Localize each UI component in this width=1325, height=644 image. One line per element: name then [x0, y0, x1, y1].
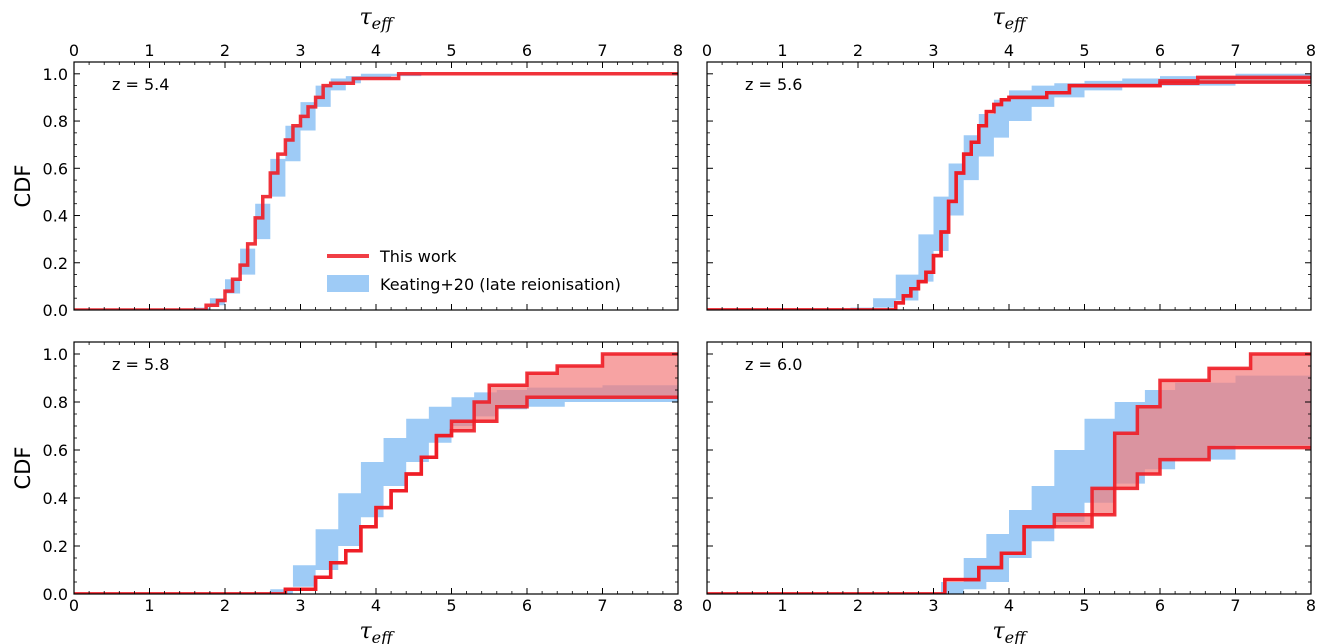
- this-work-line-top-left-0: [74, 72, 678, 310]
- x-axis-title-top: τeff: [360, 5, 396, 33]
- x-tick-label: 0: [702, 596, 712, 615]
- x-tick-label: 2: [220, 596, 230, 615]
- panel-bottom-right: 0 1 2 3 4 5 6 7 8 z = 6.0 τeff: [702, 341, 1316, 644]
- keating-band-bottom-left: [74, 385, 678, 594]
- x-axis-title: τeff: [360, 619, 396, 644]
- plot-area: [74, 352, 678, 594]
- x-tick-label-top: 4: [371, 41, 381, 60]
- x-tick-label-top: 1: [777, 41, 787, 60]
- panel-bottom-left: 0 1 2 3 4 5 6 7 8 0.0 0.2 0.4 0.6 0.8 1.0 z = 5.8 τeff CD…: [11, 341, 683, 644]
- x-tick-label-top: 0: [702, 41, 712, 60]
- x-tick-label: 3: [295, 596, 305, 615]
- x-tick-label-top: 8: [1306, 41, 1316, 60]
- keating-band-top-right: [707, 73, 1311, 310]
- y-tick-label: 0.0: [43, 585, 68, 604]
- x-tick-label-top: 6: [522, 41, 532, 60]
- redshift-annotation: z = 5.4: [112, 75, 169, 94]
- redshift-annotation: z = 5.8: [112, 355, 169, 374]
- x-tick-label: 4: [371, 596, 381, 615]
- x-tick-label: 5: [446, 596, 456, 615]
- x-tick-label-top: 7: [597, 41, 607, 60]
- y-tick-label: 0.0: [43, 301, 68, 320]
- y-axis-title: CDF: [11, 165, 35, 208]
- x-tick-label-top: 1: [144, 41, 154, 60]
- panel-top-left: 0 1 2 3 4 5 6 7 8 0.0 0.2 0.4 0.6 0.8 1.0 z = 5.4 τeff CD…: [11, 5, 683, 320]
- y-tick-label: 1.0: [43, 65, 68, 84]
- y-tick-label: 0.4: [43, 489, 68, 508]
- y-tick-label: 0.2: [43, 537, 68, 556]
- x-tick-label: 4: [1004, 596, 1014, 615]
- x-tick-label: 0: [69, 596, 79, 615]
- this-work-line-bottom-left-1: [74, 395, 678, 594]
- x-tick-label-top: 2: [853, 41, 863, 60]
- x-tick-label-top: 3: [928, 41, 938, 60]
- x-tick-label: 7: [1230, 596, 1240, 615]
- x-tick-label: 3: [928, 596, 938, 615]
- x-tick-label-top: 6: [1155, 41, 1165, 60]
- y-axis-title: CDF: [11, 447, 35, 490]
- x-tick-label: 6: [1155, 596, 1165, 615]
- plot-area: [707, 73, 1311, 310]
- x-tick-label: 1: [777, 596, 787, 615]
- legend: This work Keating+20 (late reionisation): [327, 247, 621, 294]
- x-tick-label-top: 7: [1230, 41, 1240, 60]
- this-work-line-top-right-1: [707, 80, 1311, 310]
- x-tick-label-top: 0: [69, 41, 79, 60]
- x-axis-title: τeff: [993, 619, 1029, 644]
- x-tick-label: 5: [1079, 596, 1089, 615]
- x-tick-label: 2: [853, 596, 863, 615]
- x-tick-label-top: 4: [1004, 41, 1014, 60]
- this-work-band-bottom-right: [707, 354, 1311, 594]
- x-tick-label: 8: [673, 596, 683, 615]
- x-tick-label-top: 5: [1079, 41, 1089, 60]
- legend-label-this-work: This work: [379, 247, 457, 266]
- x-tick-label: 7: [597, 596, 607, 615]
- y-tick-label: 0.6: [43, 159, 68, 178]
- legend-label-keating: Keating+20 (late reionisation): [380, 275, 621, 294]
- y-tick-label: 0.4: [43, 207, 68, 226]
- this-work-band-bottom-left: [74, 354, 678, 594]
- x-tick-label-top: 2: [220, 41, 230, 60]
- x-tick-label: 6: [522, 596, 532, 615]
- x-axis-title-top: τeff: [993, 5, 1029, 33]
- plot-area: [74, 72, 678, 310]
- redshift-annotation: z = 5.6: [745, 75, 802, 94]
- x-tick-label-top: 8: [673, 41, 683, 60]
- y-tick-label: 0.8: [43, 393, 68, 412]
- x-tick-label-top: 5: [446, 41, 456, 60]
- y-tick-label: 0.6: [43, 441, 68, 460]
- x-tick-label: 8: [1306, 596, 1316, 615]
- axes-frame: [73, 61, 679, 311]
- legend-swatch-keating: [327, 275, 369, 292]
- redshift-annotation: z = 6.0: [745, 355, 802, 374]
- panel-top-right: 0 1 2 3 4 5 6 7 8 z = 5.6 τeff: [702, 5, 1316, 311]
- plot-area: [707, 352, 1311, 594]
- x-tick-label-top: 3: [295, 41, 305, 60]
- y-tick-label: 0.8: [43, 112, 68, 131]
- y-tick-label: 1.0: [43, 345, 68, 364]
- this-work-line-bottom-right-1: [707, 445, 1311, 594]
- y-tick-label: 0.2: [43, 254, 68, 273]
- x-tick-label: 1: [144, 596, 154, 615]
